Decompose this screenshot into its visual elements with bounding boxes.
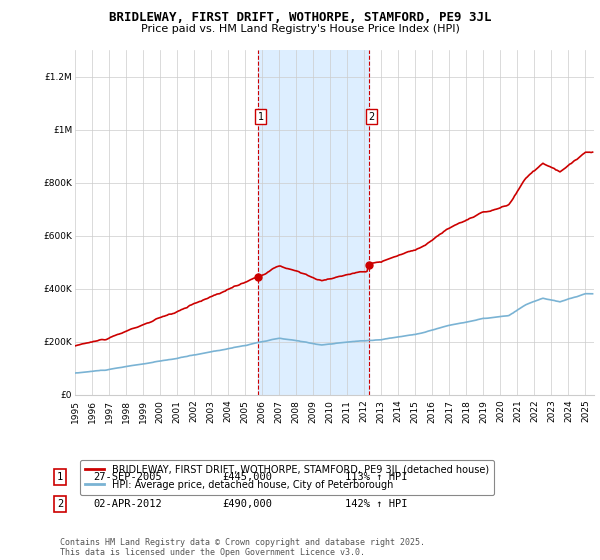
Text: 2: 2 [57,499,63,509]
Text: £490,000: £490,000 [222,499,272,509]
Text: 142% ↑ HPI: 142% ↑ HPI [345,499,407,509]
Text: £445,000: £445,000 [222,472,272,482]
Bar [258,50,368,395]
Text: 1: 1 [57,472,63,482]
Text: 27-SEP-2005: 27-SEP-2005 [93,472,162,482]
Text: 1: 1 [258,111,264,122]
Text: 113% ↑ HPI: 113% ↑ HPI [345,472,407,482]
Text: BRIDLEWAY, FIRST DRIFT, WOTHORPE, STAMFORD, PE9 3JL: BRIDLEWAY, FIRST DRIFT, WOTHORPE, STAMFO… [109,11,491,24]
Text: Contains HM Land Registry data © Crown copyright and database right 2025.
This d: Contains HM Land Registry data © Crown c… [60,538,425,557]
Text: Price paid vs. HM Land Registry's House Price Index (HPI): Price paid vs. HM Land Registry's House … [140,24,460,34]
Legend: BRIDLEWAY, FIRST DRIFT, WOTHORPE, STAMFORD, PE9 3JL (detached house), HPI: Avera: BRIDLEWAY, FIRST DRIFT, WOTHORPE, STAMFO… [80,460,494,494]
Text: 02-APR-2012: 02-APR-2012 [93,499,162,509]
Text: 2: 2 [368,111,375,122]
